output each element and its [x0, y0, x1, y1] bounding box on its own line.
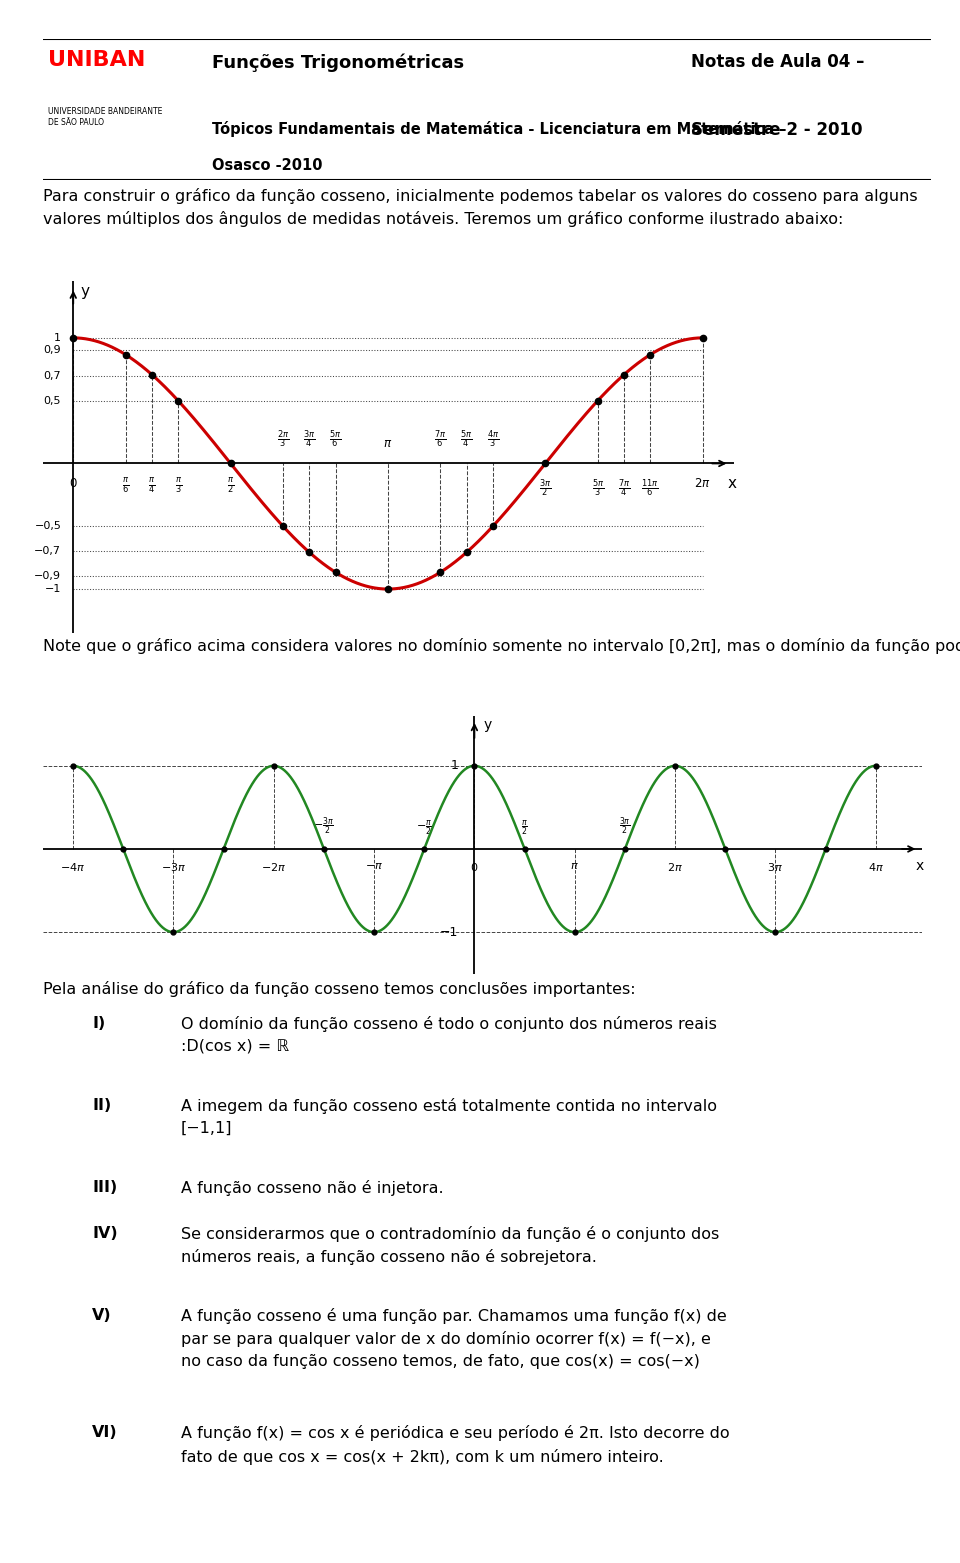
Text: O domínio da função cosseno é todo o conjunto dos números reais
:D(cos x) = ℝ: O domínio da função cosseno é todo o con…	[180, 1016, 717, 1053]
Text: $\frac{3\pi}{2}$: $\frac{3\pi}{2}$	[619, 816, 631, 838]
Text: $\frac{7\pi}{6}$: $\frac{7\pi}{6}$	[434, 428, 446, 450]
Text: 1: 1	[54, 333, 61, 342]
Text: x: x	[728, 477, 737, 491]
Text: I): I)	[92, 1016, 106, 1032]
Text: $\frac{3\pi}{2}$: $\frac{3\pi}{2}$	[540, 477, 551, 499]
Text: A função cosseno não é injetora.: A função cosseno não é injetora.	[180, 1180, 444, 1196]
Text: Tópicos Fundamentais de Matemática - Licenciatura em Matemática –: Tópicos Fundamentais de Matemática - Lic…	[212, 120, 786, 136]
Text: x: x	[916, 860, 924, 874]
Text: $\frac{3\pi}{4}$: $\frac{3\pi}{4}$	[303, 428, 316, 450]
Text: −0,5: −0,5	[35, 520, 61, 531]
Text: III): III)	[92, 1180, 117, 1194]
Text: $\frac{7\pi}{4}$: $\frac{7\pi}{4}$	[618, 477, 630, 499]
Text: $-\frac{\pi}{2}$: $-\frac{\pi}{2}$	[416, 819, 432, 838]
Text: 0,5: 0,5	[44, 395, 61, 406]
Text: A imegem da função cosseno está totalmente contida no intervalo
[−1,1]: A imegem da função cosseno está totalmen…	[180, 1097, 717, 1135]
Text: $\frac{\pi}{2}$: $\frac{\pi}{2}$	[227, 477, 234, 497]
Text: $-\pi$: $-\pi$	[365, 861, 383, 871]
Text: UNIVERSIDADE BANDEIRANTE
DE SÃO PAULO: UNIVERSIDADE BANDEIRANTE DE SÃO PAULO	[48, 106, 162, 128]
Text: $-3\pi$: $-3\pi$	[160, 861, 186, 872]
Text: −0,9: −0,9	[35, 572, 61, 581]
Text: Se considerarmos que o contradomínio da função é o conjunto dos
números reais, a: Se considerarmos que o contradomínio da …	[180, 1225, 719, 1264]
Text: −1: −1	[440, 925, 459, 939]
Text: Note que o gráfico acima considera valores no domínio somente no intervalo [0,2π: Note que o gráfico acima considera valor…	[43, 638, 960, 653]
Text: Funções Trigonométricas: Funções Trigonométricas	[212, 53, 464, 72]
Text: $\frac{2\pi}{3}$: $\frac{2\pi}{3}$	[276, 428, 289, 450]
Text: −0,7: −0,7	[35, 547, 61, 556]
Text: $2\pi$: $2\pi$	[694, 477, 711, 491]
Text: $\frac{\pi}{4}$: $\frac{\pi}{4}$	[148, 477, 156, 497]
Text: $-4\pi$: $-4\pi$	[60, 861, 85, 872]
Text: $\frac{5\pi}{6}$: $\frac{5\pi}{6}$	[329, 428, 342, 450]
Text: $0$: $0$	[470, 861, 479, 872]
Text: $\pi$: $\pi$	[570, 861, 579, 871]
Text: $\frac{11\pi}{6}$: $\frac{11\pi}{6}$	[641, 477, 659, 499]
Text: II): II)	[92, 1097, 111, 1113]
Text: Para construir o gráfico da função cosseno, inicialmente podemos tabelar os valo: Para construir o gráfico da função cosse…	[43, 188, 918, 227]
Text: $\frac{\pi}{3}$: $\frac{\pi}{3}$	[175, 477, 181, 497]
Text: 0,7: 0,7	[43, 370, 61, 380]
Text: $\frac{5\pi}{4}$: $\frac{5\pi}{4}$	[461, 428, 472, 450]
Text: $3\pi$: $3\pi$	[767, 861, 783, 872]
Text: −1: −1	[45, 585, 61, 594]
Text: Osasco -2010: Osasco -2010	[212, 158, 323, 172]
Text: y: y	[81, 284, 89, 299]
Text: V): V)	[92, 1308, 111, 1322]
Text: Semestre 2 - 2010: Semestre 2 - 2010	[691, 120, 863, 139]
Text: $\frac{\pi}{2}$: $\frac{\pi}{2}$	[521, 819, 528, 838]
Text: 0: 0	[69, 477, 77, 491]
Text: $\frac{5\pi}{3}$: $\frac{5\pi}{3}$	[591, 477, 604, 499]
Text: $-\frac{3\pi}{2}$: $-\frac{3\pi}{2}$	[313, 816, 334, 838]
Text: $4\pi$: $4\pi$	[868, 861, 884, 872]
Text: Pela análise do gráfico da função cosseno temos conclusões importantes:: Pela análise do gráfico da função cossen…	[43, 982, 636, 997]
Text: 1: 1	[450, 760, 459, 772]
Text: A função cosseno é uma função par. Chamamos uma função f(x) de
par se para qualq: A função cosseno é uma função par. Chama…	[180, 1308, 727, 1369]
Text: A função f(x) = cos x é periódica e seu período é 2π. Isto decorre do
fato de qu: A função f(x) = cos x é periódica e seu …	[180, 1425, 730, 1465]
Text: $-2\pi$: $-2\pi$	[261, 861, 286, 872]
Text: $\frac{4\pi}{3}$: $\frac{4\pi}{3}$	[487, 428, 499, 450]
Text: $2\pi$: $2\pi$	[667, 861, 684, 872]
Text: $\pi$: $\pi$	[383, 436, 393, 450]
Text: y: y	[484, 717, 492, 731]
Text: 0,9: 0,9	[43, 345, 61, 355]
Text: Notas de Aula 04 –: Notas de Aula 04 –	[691, 53, 865, 72]
Text: UNIBAN: UNIBAN	[48, 50, 145, 70]
Text: VI): VI)	[92, 1425, 118, 1441]
Text: $\frac{\pi}{6}$: $\frac{\pi}{6}$	[122, 477, 130, 497]
Text: IV): IV)	[92, 1225, 118, 1241]
